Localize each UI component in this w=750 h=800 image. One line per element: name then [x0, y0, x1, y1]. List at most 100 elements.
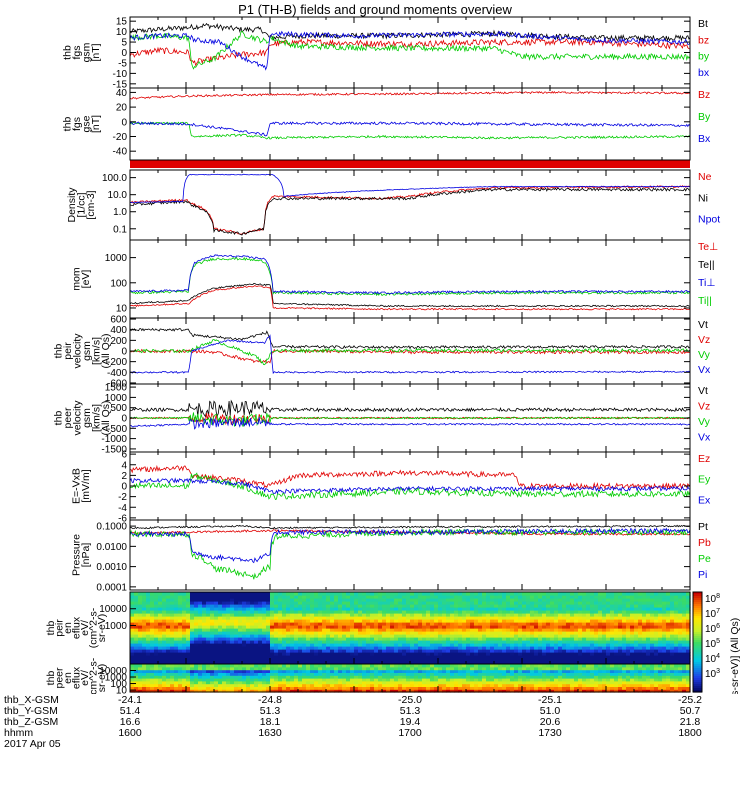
heat-cell [634, 643, 639, 647]
heat-cell [442, 669, 447, 673]
heat-cell [142, 649, 147, 653]
heat-cell [226, 669, 231, 673]
heat-cell [350, 625, 355, 629]
heat-cell [398, 622, 403, 626]
heat-cell [566, 622, 571, 626]
heat-cell [414, 622, 419, 626]
heat-cell [418, 655, 423, 659]
heat-cell [458, 622, 463, 626]
heat-cell [322, 658, 327, 662]
series-Pb [129, 529, 691, 536]
heat-cell [602, 640, 607, 644]
heat-cell [550, 634, 555, 638]
heat-cell [682, 616, 687, 620]
heat-cell [478, 680, 483, 685]
heat-cell [210, 678, 215, 682]
heat-cell [154, 616, 159, 620]
heat-cell [150, 678, 155, 682]
heat-cell [586, 622, 591, 626]
heat-cell [258, 649, 263, 653]
heat-cell [618, 646, 623, 650]
heat-cell [246, 686, 251, 690]
heat-cell [666, 616, 671, 620]
heat-cell [150, 661, 155, 665]
heat-cell [130, 598, 135, 602]
heat-cell [162, 622, 167, 626]
heat-cell [586, 619, 591, 623]
heat-cell [302, 631, 307, 635]
heat-cell [626, 646, 631, 650]
ytick-label: 0 [121, 414, 127, 425]
heat-cell [538, 664, 543, 668]
heat-cell [654, 652, 659, 656]
heat-cell [638, 661, 643, 665]
heat-cell [518, 678, 523, 682]
heat-cell [174, 649, 179, 653]
heat-cell [522, 595, 527, 599]
heat-cell [326, 672, 331, 676]
heat-cell [506, 604, 511, 608]
heat-cell [454, 683, 459, 687]
heat-cell [198, 616, 203, 620]
heat-cell [586, 640, 591, 644]
heat-cell [182, 666, 187, 671]
heat-cell [582, 598, 587, 602]
heat-cell [414, 669, 419, 673]
heat-cell [286, 646, 291, 650]
heat-cell [470, 646, 475, 650]
heat-cell [666, 625, 671, 629]
heat-cell [262, 652, 267, 656]
heat-cell [470, 637, 475, 641]
heat-cell [314, 678, 319, 682]
heat-cell [198, 678, 203, 682]
heat-cell [430, 634, 435, 638]
heat-cell [618, 595, 623, 599]
heat-cell [530, 661, 535, 665]
heat-cell [190, 643, 195, 647]
y-axis-label: thb [45, 621, 57, 636]
heat-cell [226, 655, 231, 659]
heat-cell [462, 622, 467, 626]
heat-cell [622, 610, 627, 614]
heat-cell [386, 610, 391, 614]
heat-cell [222, 637, 227, 641]
heat-cell [358, 631, 363, 635]
heat-cell [506, 664, 511, 668]
heat-cell [486, 634, 491, 638]
heat-cell [558, 604, 563, 608]
heat-cell [494, 604, 499, 608]
heat-cell [154, 664, 159, 668]
heat-cell [178, 649, 183, 653]
heat-cell [170, 601, 175, 605]
heat-cell [426, 604, 431, 608]
heat-cell [598, 646, 603, 650]
heat-cell [130, 604, 135, 608]
heat-cell [406, 680, 411, 685]
heat-cell [218, 601, 223, 605]
heat-cell [250, 666, 255, 671]
heat-cell [550, 598, 555, 602]
heat-cell [226, 592, 231, 596]
heat-cell [350, 646, 355, 650]
heat-cell [370, 669, 375, 673]
heat-cell [150, 613, 155, 617]
heat-cell [618, 655, 623, 659]
heat-cell [446, 628, 451, 632]
heat-cell [406, 678, 411, 682]
heat-cell [246, 604, 251, 608]
heat-cell [286, 595, 291, 599]
heat-cell [138, 661, 143, 665]
heat-cell [238, 631, 243, 635]
heat-cell [662, 610, 667, 614]
heat-cell [418, 686, 423, 690]
heat-cell [462, 655, 467, 659]
heat-cell [646, 661, 651, 665]
heat-cell [598, 595, 603, 599]
heat-cell [158, 616, 163, 620]
heat-cell [350, 598, 355, 602]
heat-cell [222, 622, 227, 626]
heat-cell [510, 628, 515, 632]
heat-cell [322, 613, 327, 617]
heat-cell [522, 664, 527, 668]
